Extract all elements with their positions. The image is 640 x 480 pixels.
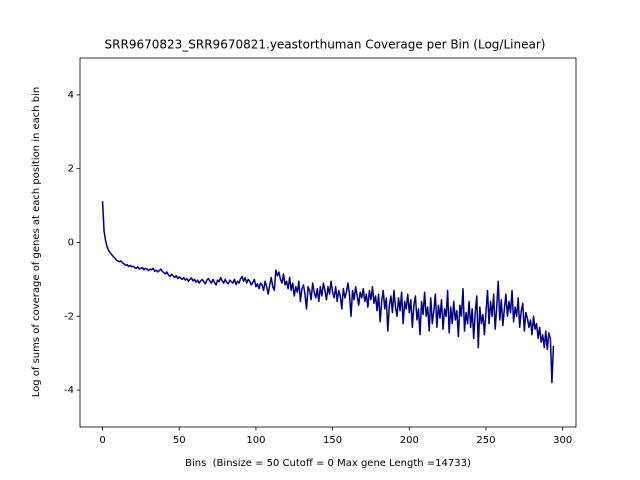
y-tick-label: 2 bbox=[68, 164, 74, 175]
plot-frame bbox=[79, 57, 577, 428]
x-axis-label: Bins (Binsize = 50 Cutoff = 0 Max gene L… bbox=[185, 458, 471, 469]
x-tick-label: 150 bbox=[323, 435, 342, 446]
y-tick-label: 4 bbox=[68, 90, 74, 101]
x-tick-label: 250 bbox=[476, 435, 495, 446]
x-tick-label: 0 bbox=[99, 435, 105, 446]
x-tick-label: 200 bbox=[400, 435, 419, 446]
y-tick-label: 0 bbox=[68, 238, 74, 249]
chart-title: SRR9670823_SRR9670821.yeastorthuman Cove… bbox=[105, 38, 546, 52]
x-tick-label: 300 bbox=[553, 435, 572, 446]
x-tick-label: 50 bbox=[173, 435, 186, 446]
data-line bbox=[101, 201, 555, 384]
x-tick-label: 100 bbox=[246, 435, 265, 446]
y-tick-label: -2 bbox=[64, 311, 74, 322]
y-tick-label: -4 bbox=[64, 385, 74, 396]
y-axis-label: Log of sums of coverage of genes at each… bbox=[31, 87, 42, 398]
